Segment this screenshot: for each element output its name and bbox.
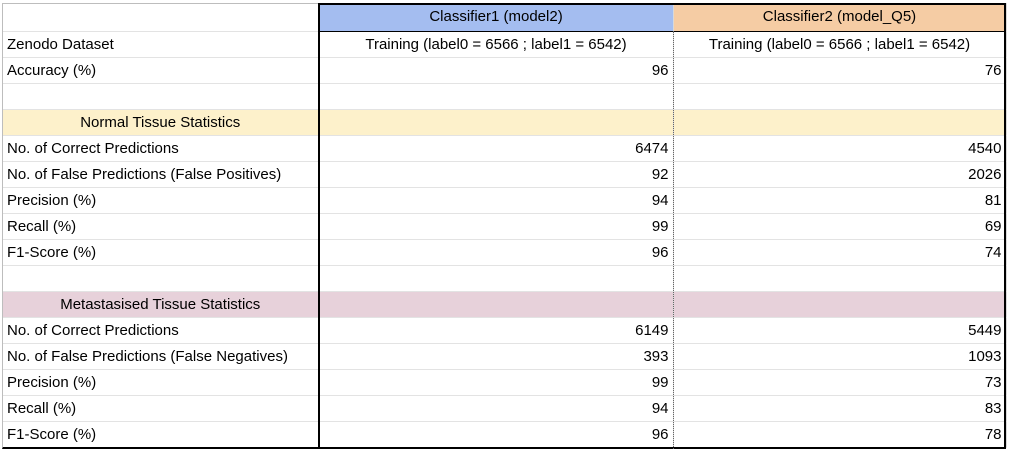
cell-header-empty[interactable]: [2, 3, 320, 32]
table-row: No. of Correct Predictions 6149 5449: [2, 317, 1007, 344]
cell-classifier1-value[interactable]: 94: [319, 395, 674, 422]
cell-row-label[interactable]: Recall (%): [2, 213, 320, 240]
cell-classifier1-value[interactable]: 96: [319, 421, 674, 448]
cell-classifier1-value[interactable]: 6474: [319, 135, 674, 162]
cell-classifier2-value[interactable]: 78: [673, 421, 1007, 448]
cell-empty[interactable]: [673, 291, 1007, 318]
cell-row-label[interactable]: F1-Score (%): [2, 421, 320, 448]
cell-classifier2-value[interactable]: 81: [673, 187, 1007, 214]
cell-accuracy-label[interactable]: Accuracy (%): [2, 57, 320, 84]
cell-dataset-classifier2[interactable]: Training (label0 = 6566 ; label1 = 6542): [673, 31, 1007, 58]
empty-row: [2, 83, 1007, 110]
table-row: No. of Correct Predictions 6474 4540: [2, 135, 1007, 162]
cell-row-label[interactable]: No. of False Predictions (False Negative…: [2, 343, 320, 370]
cell-empty[interactable]: [2, 265, 320, 292]
cell-classifier1-value[interactable]: 393: [319, 343, 674, 370]
empty-row: [2, 265, 1007, 292]
cell-empty[interactable]: [673, 109, 1007, 136]
cell-classifier2-value[interactable]: 73: [673, 369, 1007, 396]
cell-header-classifier1[interactable]: Classifier1 (model2): [319, 3, 674, 32]
cell-row-label[interactable]: Precision (%): [2, 187, 320, 214]
cell-classifier2-value[interactable]: 69: [673, 213, 1007, 240]
cell-empty[interactable]: [319, 83, 674, 110]
cell-classifier2-value[interactable]: 5449: [673, 317, 1007, 344]
metastasised-section-row: Metastasised Tissue Statistics: [2, 291, 1007, 318]
cell-accuracy-classifier1[interactable]: 96: [319, 57, 674, 84]
selection-border-bottom: [319, 447, 1006, 449]
metastasised-section-title[interactable]: Metastasised Tissue Statistics: [2, 291, 320, 318]
table-row: No. of False Predictions (False Negative…: [2, 343, 1007, 370]
cell-row-label[interactable]: Recall (%): [2, 395, 320, 422]
cell-row-label[interactable]: No. of False Predictions (False Positive…: [2, 161, 320, 188]
cell-classifier2-value[interactable]: 2026: [673, 161, 1007, 188]
cell-classifier2-value[interactable]: 74: [673, 239, 1007, 266]
cell-empty[interactable]: [673, 83, 1007, 110]
dataset-row: Zenodo Dataset Training (label0 = 6566 ;…: [2, 31, 1007, 58]
cell-accuracy-classifier2[interactable]: 76: [673, 57, 1007, 84]
selection-border-left: [318, 3, 320, 449]
selection-border-top: [319, 3, 1006, 5]
cell-classifier1-value[interactable]: 99: [319, 369, 674, 396]
cell-classifier2-value[interactable]: 1093: [673, 343, 1007, 370]
cell-empty[interactable]: [673, 265, 1007, 292]
cell-classifier1-value[interactable]: 94: [319, 187, 674, 214]
table-row: F1-Score (%) 96 74: [2, 239, 1007, 266]
header-row: Classifier1 (model2) Classifier2 (model_…: [2, 3, 1007, 32]
cell-row-label[interactable]: Precision (%): [2, 369, 320, 396]
cell-classifier1-value[interactable]: 96: [319, 239, 674, 266]
results-table: Classifier1 (model2) Classifier2 (model_…: [2, 3, 1007, 448]
normal-section-title[interactable]: Normal Tissue Statistics: [2, 109, 320, 136]
cell-empty[interactable]: [2, 83, 320, 110]
cell-header-classifier2[interactable]: Classifier2 (model_Q5): [673, 3, 1007, 32]
table-row: Precision (%) 94 81: [2, 187, 1007, 214]
table-row: Recall (%) 94 83: [2, 395, 1007, 422]
cell-classifier2-value[interactable]: 4540: [673, 135, 1007, 162]
cell-dataset-label[interactable]: Zenodo Dataset: [2, 31, 320, 58]
cell-empty[interactable]: [319, 109, 674, 136]
cell-dataset-classifier1[interactable]: Training (label0 = 6566 ; label1 = 6542): [319, 31, 674, 58]
table-row: Recall (%) 99 69: [2, 213, 1007, 240]
cell-classifier1-value[interactable]: 99: [319, 213, 674, 240]
cell-row-label[interactable]: No. of Correct Predictions: [2, 317, 320, 344]
cell-classifier1-value[interactable]: 6149: [319, 317, 674, 344]
cell-row-label[interactable]: F1-Score (%): [2, 239, 320, 266]
cell-row-label[interactable]: No. of Correct Predictions: [2, 135, 320, 162]
cell-classifier1-value[interactable]: 92: [319, 161, 674, 188]
table-row: Precision (%) 99 73: [2, 369, 1007, 396]
spreadsheet: Classifier1 (model2) Classifier2 (model_…: [2, 3, 1007, 449]
selection-border-right: [1004, 3, 1006, 449]
cell-empty[interactable]: [319, 291, 674, 318]
cell-classifier2-value[interactable]: 83: [673, 395, 1007, 422]
cell-empty[interactable]: [319, 265, 674, 292]
accuracy-row: Accuracy (%) 96 76: [2, 57, 1007, 84]
table-row: F1-Score (%) 96 78: [2, 421, 1007, 448]
column-divider-dotted: [673, 31, 674, 449]
normal-section-row: Normal Tissue Statistics: [2, 109, 1007, 136]
header-border-bottom: [319, 31, 1006, 32]
table-row: No. of False Predictions (False Positive…: [2, 161, 1007, 188]
